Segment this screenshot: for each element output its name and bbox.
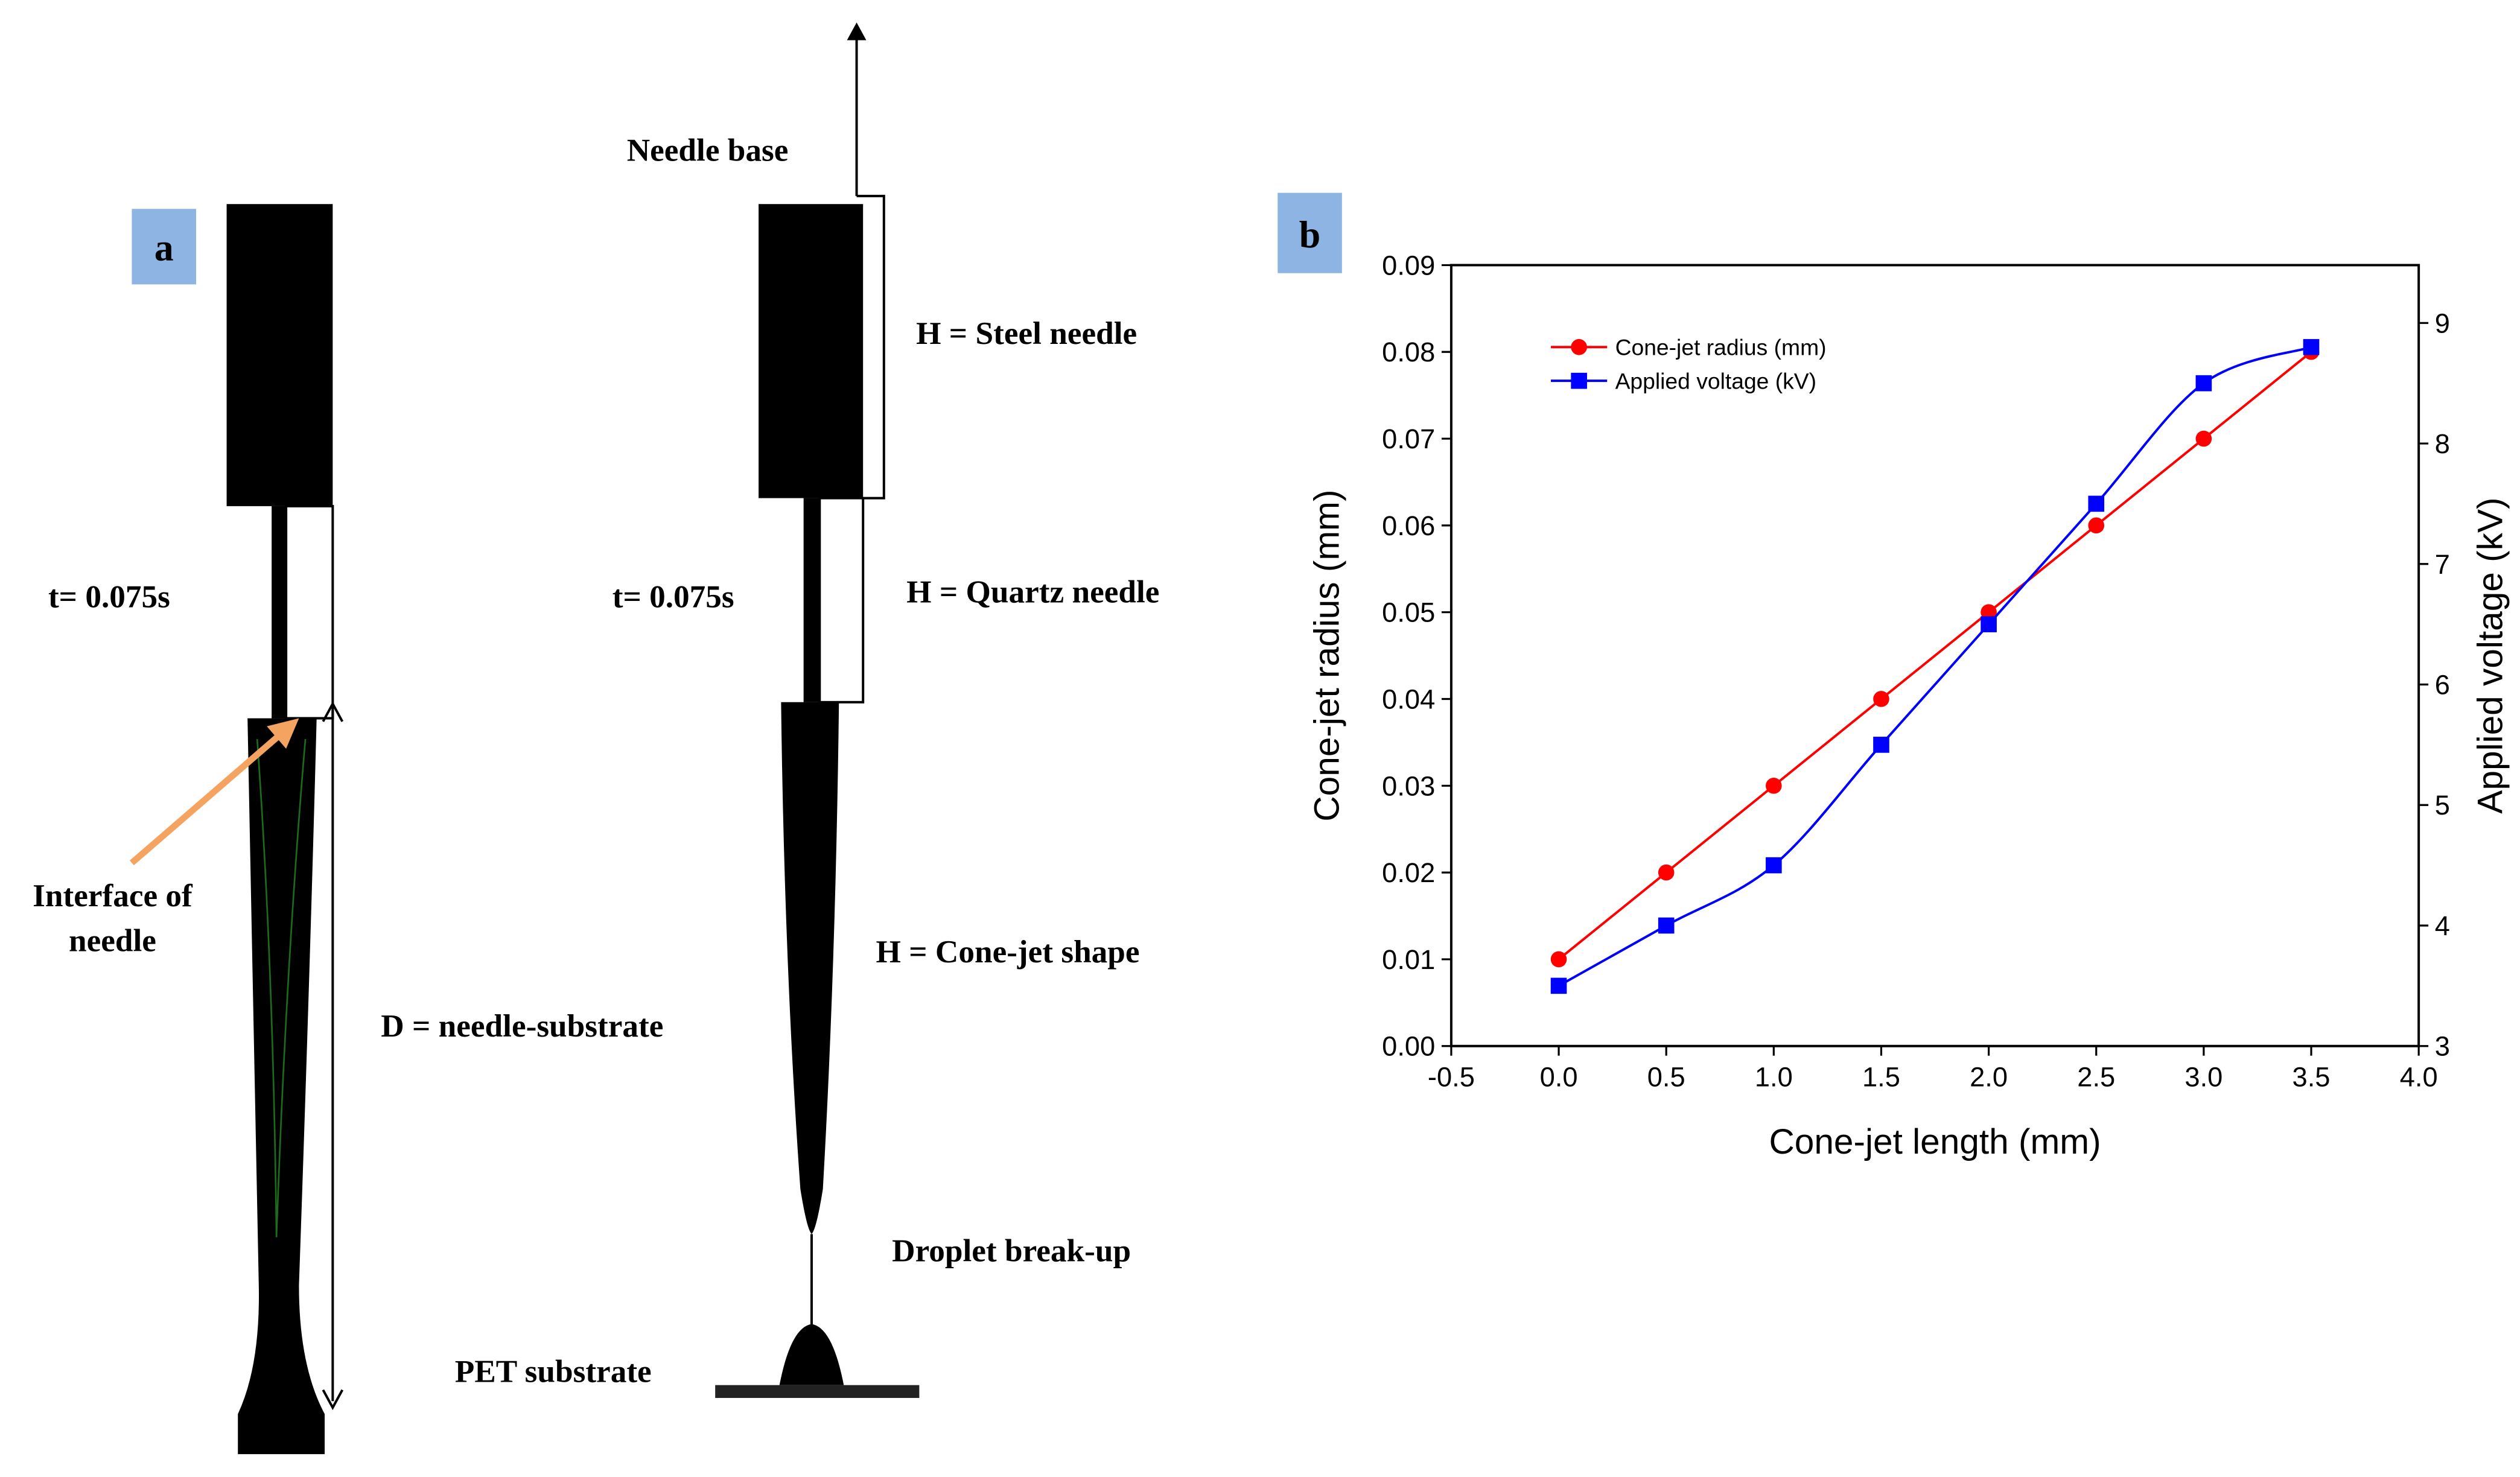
x-axis-label: Cone-jet length (mm): [1769, 1122, 2101, 1161]
cone-jet: [781, 702, 839, 1234]
y-axis-label: Cone-jet radius (mm): [1307, 490, 1346, 822]
y-tick-label: 0.02: [1382, 857, 1435, 888]
x-tick-label: 3.5: [2292, 1061, 2331, 1092]
series-line: [1558, 351, 2312, 961]
substrate: [715, 1385, 920, 1398]
x-tick-label: 4.0: [2400, 1061, 2438, 1092]
plot-frame: [1449, 264, 2420, 1047]
y2-tick-label: 5: [2435, 790, 2450, 821]
quartz-label: H = Quartz needle: [906, 574, 1159, 610]
legend-label: Cone-jet radius (mm): [1615, 335, 1827, 360]
steel-needle: [759, 204, 864, 498]
droplet: [779, 1324, 844, 1385]
data-point: [1658, 917, 1675, 934]
y2-tick-label: 6: [2435, 669, 2450, 700]
y-tick-label: 0.07: [1382, 424, 1435, 454]
panel-label: b: [1299, 213, 1321, 256]
base-label: Needle base: [627, 132, 789, 168]
y-tick-label: 0.01: [1382, 944, 1435, 975]
data-point: [2088, 517, 2105, 534]
quartz-outline: [818, 497, 865, 704]
data-point: [1766, 857, 1782, 874]
legend-marker: [1571, 372, 1587, 389]
x-tick-label: 1.5: [1862, 1061, 1900, 1092]
legend-label: Applied voltage (kV): [1615, 368, 1817, 393]
data-point: [1550, 977, 1567, 994]
y2-tick-label: 9: [2435, 308, 2450, 338]
contour: [256, 738, 307, 1237]
data-point: [1658, 864, 1675, 881]
pointer-arrow: [129, 727, 288, 866]
quartz-outline: [285, 504, 334, 720]
y-tick-label: 0.00: [1382, 1031, 1435, 1062]
x-tick-label: -0.5: [1428, 1061, 1475, 1092]
data-point: [1873, 737, 1889, 753]
panel-a: a t= 0.075s Interface of needle D = need…: [33, 22, 1159, 1455]
y-tick-label: 0.08: [1382, 337, 1435, 367]
data-point: [2303, 338, 2320, 355]
quartz-needle: [272, 506, 287, 719]
arrow-head: [847, 22, 867, 40]
panel-label: a: [154, 226, 174, 268]
data-point: [2195, 375, 2212, 392]
interface-label: needle: [69, 923, 156, 959]
pointer-head: [267, 718, 299, 749]
y-tick-label: 0.04: [1382, 684, 1435, 714]
substrate-label: PET substrate: [455, 1353, 652, 1389]
arrow-heads: [322, 701, 344, 1411]
interface-label: Interface of: [33, 878, 193, 913]
x-tick-label: 1.0: [1755, 1061, 1793, 1092]
x-tick-label: 2.0: [1970, 1061, 2008, 1092]
time-label: t= 0.075s: [612, 579, 734, 615]
y-tick-label: 0.06: [1382, 510, 1435, 541]
x-tick-label: 0.5: [1647, 1061, 1685, 1092]
y2-tick-label: 3: [2435, 1031, 2450, 1062]
panel-b: b -0.5 0.0 0.5 1.0 1.5 2.0 2.5 3.0 3.5 4.0 0.00 0.0…: [1278, 192, 2510, 1161]
panel-label-box: [1278, 192, 1342, 273]
steel-needle: [226, 204, 333, 506]
x-tick-label: 3.0: [2184, 1061, 2222, 1092]
y-tick-label: 0.05: [1382, 597, 1435, 628]
steel-label: H = Steel needle: [916, 316, 1137, 351]
data-point: [1550, 951, 1567, 968]
x-tick-label: 0.0: [1540, 1061, 1578, 1092]
y2-tick-label: 4: [2435, 910, 2450, 941]
data-point: [1873, 691, 1889, 707]
y-tick-label: 0.03: [1382, 770, 1435, 801]
data-point: [2088, 495, 2105, 512]
data-point: [1981, 616, 1997, 632]
quartz-needle: [803, 498, 820, 702]
y2-axis-label: Applied voltage (kV): [2471, 497, 2510, 813]
y2-tick-label: 7: [2435, 549, 2450, 580]
breakup-label: Droplet break-up: [892, 1233, 1131, 1269]
data-point: [1766, 777, 1782, 794]
time-label: t= 0.075s: [48, 579, 170, 615]
y-tick-label: 0.09: [1382, 250, 1435, 281]
panel-label-box: [132, 209, 196, 285]
cone-jet: [238, 718, 325, 1455]
y2-tick-label: 8: [2435, 428, 2450, 459]
data-point: [2195, 430, 2212, 447]
cone-label: H = Cone-jet shape: [876, 934, 1139, 970]
x-tick-label: 2.5: [2077, 1061, 2115, 1092]
distance-label: D = needle-substrate: [381, 1008, 663, 1044]
legend-marker: [1571, 338, 1587, 355]
series-line: [1558, 346, 2312, 987]
steel-bracket: [856, 194, 885, 500]
